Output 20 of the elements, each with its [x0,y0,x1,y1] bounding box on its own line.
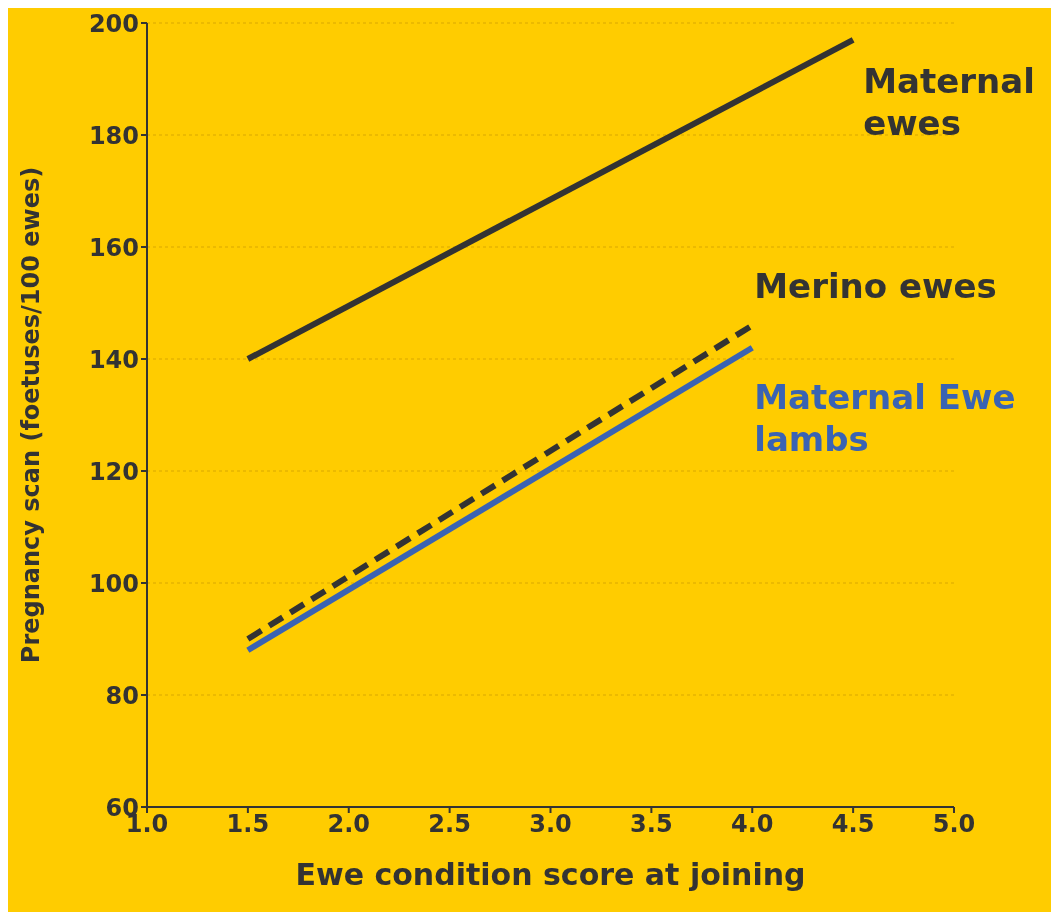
y-tick-label: 100 [88,569,139,598]
x-tick-label: 4.5 [831,810,875,839]
x-tick-label: 3.5 [630,810,673,839]
y-tick-label: 200 [88,9,139,38]
x-axis-title: Ewe condition score at joining [295,857,806,892]
x-tick-label: 1.5 [226,810,270,839]
y-tick-label: 80 [105,681,139,710]
series-label: Merino ewes [754,265,998,308]
y-tick-label: 180 [88,121,139,150]
y-tick-label: 160 [88,233,139,262]
x-tick-label: 5.0 [932,810,976,839]
series-label: Maternal Ewe lambs [754,375,1017,460]
x-tick-label: 2.5 [428,810,471,839]
x-tick-label: 4.0 [730,810,774,839]
y-tick-label: 140 [88,345,139,374]
x-tick-label: 3.0 [529,810,572,839]
series-label: Maternal ewes [863,59,1036,144]
x-tick-label: 2.0 [327,810,371,839]
y-axis-title: Pregnancy scan (foetuses/100 ewes) [16,166,45,664]
y-tick-label: 120 [88,457,139,486]
